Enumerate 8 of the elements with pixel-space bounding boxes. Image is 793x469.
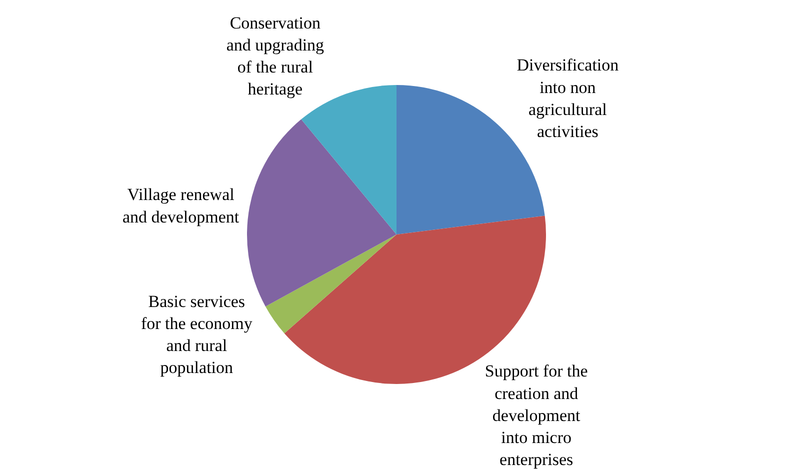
pie-slice xyxy=(247,119,396,307)
slice-label: Support for the creation and development into micro enterprises xyxy=(484,362,588,469)
slice-label: Basic services for the economy and rural population xyxy=(140,292,253,378)
pie-slice xyxy=(265,234,396,334)
slice-label: Village renewal and development xyxy=(122,185,240,226)
slice-label: Diversification into non agricultural activities xyxy=(516,56,620,142)
pie-slice xyxy=(301,85,396,234)
slice-label: Conservation and upgrading of the rural heritage xyxy=(226,13,325,99)
